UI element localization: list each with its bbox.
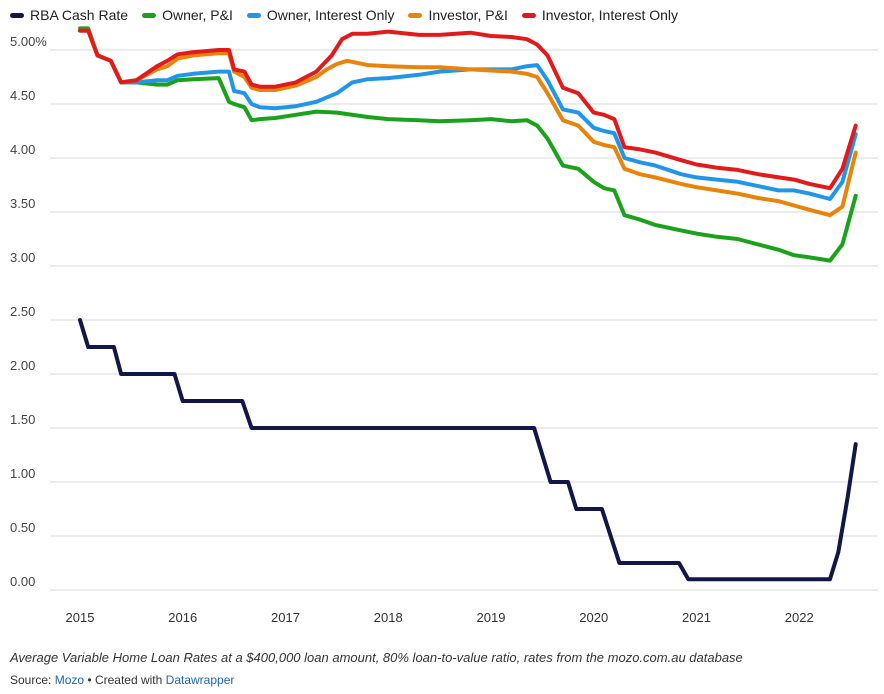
created-with-label: Created with xyxy=(94,673,163,687)
y-tick-label: 1.50 xyxy=(10,412,35,427)
x-tick-label: 2020 xyxy=(579,610,608,625)
axis-layer: 0.00 0.50 1.00 1.50 2.00 2.50 3.00 3.50 4.00 4.50… xyxy=(10,34,814,625)
legend-label: Investor, P&I xyxy=(428,7,508,23)
x-tick-label: 2021 xyxy=(682,610,711,625)
x-tick-label: 2022 xyxy=(785,610,814,625)
y-tick-label: 3.50 xyxy=(10,196,35,211)
source-separator: • xyxy=(87,673,92,687)
y-tick-label: 5.00% xyxy=(10,34,47,49)
x-tick-label: 2015 xyxy=(66,610,95,625)
series-layer xyxy=(78,26,858,582)
legend-swatch xyxy=(10,12,24,18)
source-label: Source: xyxy=(10,673,52,687)
datawrapper-link[interactable]: Datawrapper xyxy=(165,673,235,687)
y-tick-label: 1.00 xyxy=(10,466,35,481)
x-tick-label: 2018 xyxy=(374,610,403,625)
chart-legend: RBA Cash Rate Owner, P&I Owner, Interest O… xyxy=(10,5,692,25)
y-tick-label: 2.50 xyxy=(10,304,35,319)
series-line xyxy=(78,28,858,201)
y-tick-label: 4.50 xyxy=(10,88,35,103)
x-tick-label: 2017 xyxy=(271,610,300,625)
series-line xyxy=(78,28,858,218)
legend-item: Investor, Interest Only xyxy=(521,7,679,23)
legend-item: Investor, P&I xyxy=(408,7,508,23)
legend-swatch xyxy=(142,12,157,18)
legend-item: RBA Cash Rate xyxy=(10,7,128,23)
legend-swatch xyxy=(521,12,536,18)
y-tick-label: 0.50 xyxy=(10,520,35,535)
y-tick-label: 3.00 xyxy=(10,250,35,265)
x-tick-label: 2019 xyxy=(477,610,506,625)
legend-label: Owner, Interest Only xyxy=(266,7,395,23)
legend-swatch xyxy=(408,12,423,18)
legend-swatch xyxy=(246,12,261,18)
series-line xyxy=(78,26,858,263)
series-line xyxy=(78,28,858,191)
grid-layer xyxy=(50,49,878,591)
series-line xyxy=(78,318,858,582)
x-tick-label: 2016 xyxy=(168,610,197,625)
legend-item: Owner, Interest Only xyxy=(246,7,395,23)
source-link-mozo[interactable]: Mozo xyxy=(54,673,85,687)
legend-item: Owner, P&I xyxy=(142,7,233,23)
chart-notes: Average Variable Home Loan Rates at a $4… xyxy=(10,650,743,665)
y-tick-label: 2.00 xyxy=(10,358,35,373)
y-tick-label: 0.00 xyxy=(10,574,35,589)
line-chart: 0.00 0.50 1.00 1.50 2.00 2.50 3.00 3.50 4.00 4.50… xyxy=(10,26,878,625)
chart-source-line: Source: Mozo • Created with Datawrapper xyxy=(10,673,234,687)
legend-label: Owner, P&I xyxy=(162,7,233,23)
y-tick-label: 4.00 xyxy=(10,142,35,157)
legend-label: RBA Cash Rate xyxy=(30,7,129,23)
legend-label: Investor, Interest Only xyxy=(541,7,679,23)
